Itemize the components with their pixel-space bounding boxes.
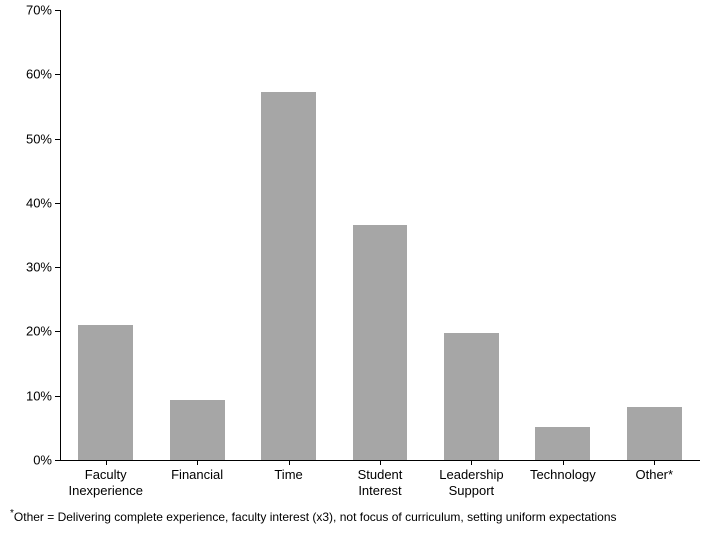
bar xyxy=(261,92,316,460)
x-tick-mark xyxy=(106,460,107,465)
y-tick-label: 40% xyxy=(0,195,52,210)
bar xyxy=(444,333,499,460)
x-tick-label: Technology xyxy=(517,467,608,483)
y-tick-label: 60% xyxy=(0,67,52,82)
y-tick-label: 70% xyxy=(0,3,52,18)
x-tick-mark xyxy=(563,460,564,465)
x-tick-label: Financial xyxy=(151,467,242,483)
y-tick-mark xyxy=(55,203,60,204)
y-tick-mark xyxy=(55,460,60,461)
x-tick-mark xyxy=(654,460,655,465)
x-tick-mark xyxy=(380,460,381,465)
y-tick-label: 50% xyxy=(0,131,52,146)
y-tick-mark xyxy=(55,331,60,332)
bar xyxy=(170,400,225,460)
y-tick-mark xyxy=(55,267,60,268)
y-tick-mark xyxy=(55,139,60,140)
x-tick-label: Other* xyxy=(609,467,700,483)
x-tick-mark xyxy=(471,460,472,465)
y-tick-mark xyxy=(55,74,60,75)
footnote: *Other = Delivering complete experience,… xyxy=(10,508,617,524)
bar xyxy=(353,225,408,460)
y-tick-label: 30% xyxy=(0,260,52,275)
y-tick-label: 20% xyxy=(0,324,52,339)
bar xyxy=(627,407,682,460)
x-tick-label: Faculty Inexperience xyxy=(60,467,151,498)
y-tick-mark xyxy=(55,396,60,397)
x-tick-mark xyxy=(197,460,198,465)
y-tick-label: 10% xyxy=(0,388,52,403)
bar xyxy=(78,325,133,460)
y-tick-label: 0% xyxy=(0,453,52,468)
y-tick-mark xyxy=(55,10,60,11)
footnote-text: Other = Delivering complete experience, … xyxy=(14,510,617,524)
bar xyxy=(535,427,590,460)
x-tick-mark xyxy=(289,460,290,465)
x-tick-label: Student Interest xyxy=(334,467,425,498)
y-axis xyxy=(60,10,61,460)
x-tick-label: Time xyxy=(243,467,334,483)
x-tick-label: Leadership Support xyxy=(426,467,517,498)
